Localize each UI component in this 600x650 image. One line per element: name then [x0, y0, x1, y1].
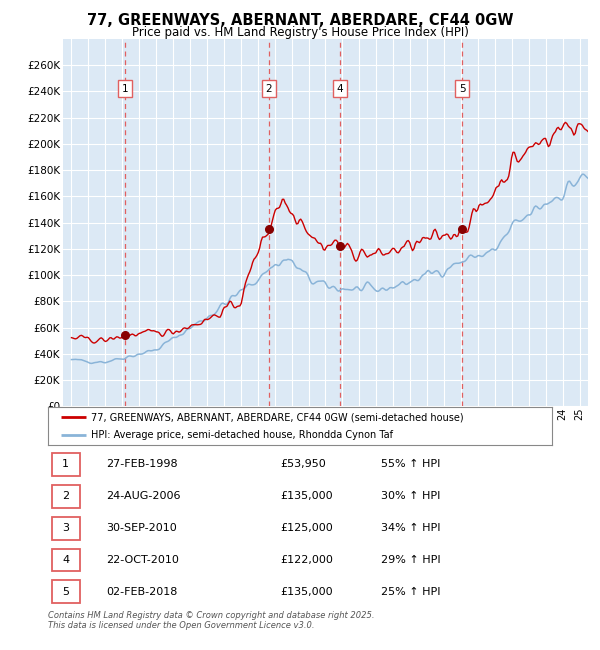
Text: 4: 4 [62, 555, 69, 565]
Text: 77, GREENWAYS, ABERNANT, ABERDARE, CF44 0GW (semi-detached house): 77, GREENWAYS, ABERNANT, ABERDARE, CF44 … [91, 412, 463, 422]
Text: 55% ↑ HPI: 55% ↑ HPI [380, 460, 440, 469]
Text: £135,000: £135,000 [280, 491, 332, 501]
Text: £135,000: £135,000 [280, 587, 332, 597]
FancyBboxPatch shape [52, 580, 79, 603]
Text: £125,000: £125,000 [280, 523, 332, 533]
Text: 29% ↑ HPI: 29% ↑ HPI [380, 555, 440, 565]
Text: 25% ↑ HPI: 25% ↑ HPI [380, 587, 440, 597]
Text: 30% ↑ HPI: 30% ↑ HPI [380, 491, 440, 501]
FancyBboxPatch shape [52, 453, 79, 476]
FancyBboxPatch shape [52, 549, 79, 571]
Text: £53,950: £53,950 [280, 460, 326, 469]
Text: 02-FEB-2018: 02-FEB-2018 [106, 587, 178, 597]
Text: 24-AUG-2006: 24-AUG-2006 [106, 491, 181, 501]
Text: 2: 2 [62, 491, 69, 501]
Text: 1: 1 [62, 460, 69, 469]
Text: 30-SEP-2010: 30-SEP-2010 [106, 523, 177, 533]
Text: HPI: Average price, semi-detached house, Rhondda Cynon Taf: HPI: Average price, semi-detached house,… [91, 430, 393, 440]
Text: £122,000: £122,000 [280, 555, 333, 565]
Text: 34% ↑ HPI: 34% ↑ HPI [380, 523, 440, 533]
Text: 3: 3 [62, 523, 69, 533]
Text: 22-OCT-2010: 22-OCT-2010 [106, 555, 179, 565]
Text: 27-FEB-1998: 27-FEB-1998 [106, 460, 178, 469]
FancyBboxPatch shape [52, 517, 79, 540]
Text: Contains HM Land Registry data © Crown copyright and database right 2025.
This d: Contains HM Land Registry data © Crown c… [48, 611, 374, 630]
Text: 5: 5 [459, 84, 466, 94]
FancyBboxPatch shape [52, 485, 79, 508]
Text: 77, GREENWAYS, ABERNANT, ABERDARE, CF44 0GW: 77, GREENWAYS, ABERNANT, ABERDARE, CF44 … [87, 13, 513, 28]
Text: Price paid vs. HM Land Registry's House Price Index (HPI): Price paid vs. HM Land Registry's House … [131, 26, 469, 39]
Text: 1: 1 [122, 84, 128, 94]
Text: 4: 4 [336, 84, 343, 94]
Text: 2: 2 [265, 84, 272, 94]
Text: 5: 5 [62, 587, 69, 597]
